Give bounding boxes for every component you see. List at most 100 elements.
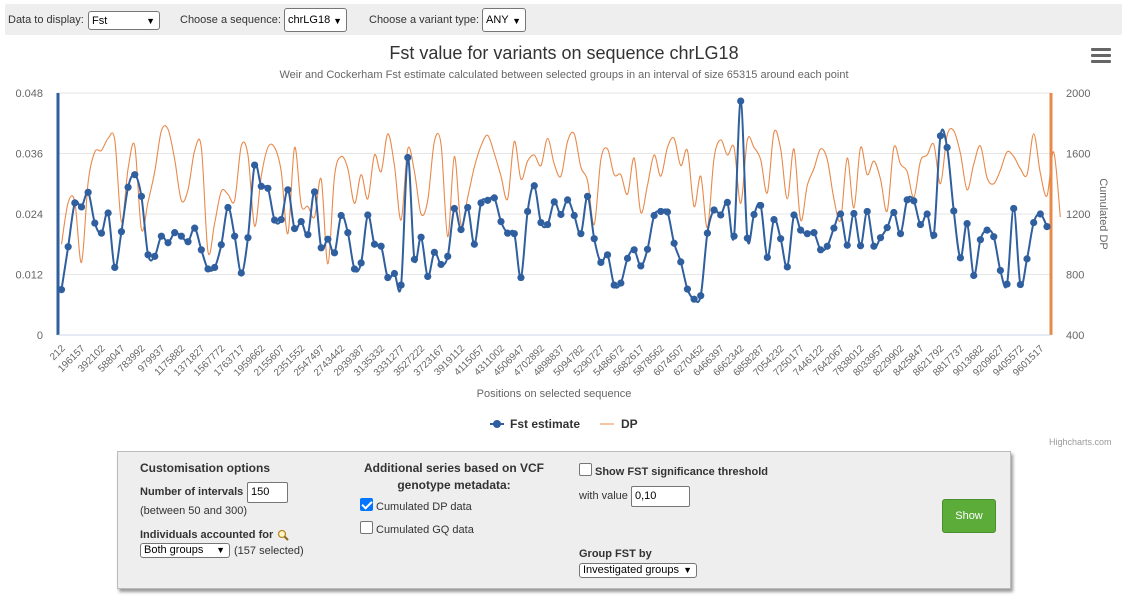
fst-point[interactable] [104,209,112,217]
fst-point[interactable] [417,233,425,241]
fst-point[interactable] [144,251,152,259]
fst-point[interactable] [71,199,79,207]
fst-point[interactable] [863,207,871,216]
fst-point[interactable] [497,217,505,226]
fst-point[interactable] [211,263,219,272]
fst-point[interactable] [590,235,598,243]
fst-point[interactable] [171,229,179,237]
fst-point[interactable] [737,97,745,105]
fst-point[interactable] [91,219,99,227]
fst-point[interactable] [517,273,525,282]
fst-point[interactable] [177,232,185,240]
fst-point[interactable] [244,234,252,242]
magnifier-icon[interactable] [277,529,289,541]
fst-point[interactable] [111,263,119,272]
fst-point[interactable] [543,220,552,229]
fst-point[interactable] [637,262,645,270]
fst-point[interactable] [224,203,232,212]
fst-point[interactable] [703,229,712,237]
dp-checkbox[interactable] [360,498,373,511]
fst-point[interactable] [943,143,951,152]
fst-point[interactable] [57,286,66,294]
fst-point[interactable] [876,234,885,242]
fst-point[interactable] [610,281,618,289]
fst-point[interactable] [284,186,292,194]
fst-point[interactable] [270,216,279,224]
fst-point[interactable] [916,220,925,229]
display-select[interactable]: Fst ▼ [88,11,160,30]
fst-point[interactable] [350,265,359,273]
fst-point[interactable] [1003,280,1011,288]
threshold-checkbox[interactable] [579,463,592,476]
fst-point[interactable] [983,226,991,234]
fst-point[interactable] [923,210,931,218]
fst-point[interactable] [603,251,612,259]
fst-point[interactable] [870,242,878,250]
fst-point[interactable] [330,249,339,257]
fst-point[interactable] [836,210,845,218]
fst-point[interactable] [903,196,911,204]
fst-point[interactable] [370,240,379,248]
fst-point[interactable] [723,198,731,207]
fst-point[interactable] [717,211,725,219]
fst-point[interactable] [930,231,938,239]
fst-point[interactable] [537,218,545,227]
fst-point[interactable] [963,219,971,228]
fst-point[interactable] [237,269,245,277]
fst-point[interactable] [304,231,312,239]
fst-point[interactable] [657,207,665,216]
fst-point[interactable] [1016,280,1024,289]
fst-point[interactable] [817,246,825,254]
fst-point[interactable] [683,285,692,293]
fst-point[interactable] [484,196,492,204]
fst-point[interactable] [344,229,352,237]
fst-point[interactable] [117,228,126,236]
fst-point[interactable] [843,241,851,249]
fst-point[interactable] [277,215,285,224]
fst-point[interactable] [677,258,685,266]
fst-point[interactable] [450,204,458,213]
fst-point[interactable] [424,272,432,281]
fst-point[interactable] [510,230,518,238]
fst-point[interactable] [643,245,652,253]
fst-point[interactable] [457,226,465,234]
fst-point[interactable] [617,279,625,287]
fst-point[interactable] [790,211,798,219]
fst-point[interactable] [783,263,791,271]
fst-point[interactable] [697,292,705,300]
fst-point[interactable] [77,203,86,211]
fst-point[interactable] [504,229,512,237]
fst-point[interactable] [377,242,385,250]
individuals-select[interactable]: Both groups ▼ [140,543,230,558]
fst-point[interactable] [470,240,478,248]
chart-credits[interactable]: Highcharts.com [1049,437,1112,447]
fst-point[interactable] [251,161,259,169]
group-fst-select[interactable]: Investigated groups ▼ [579,563,697,578]
fst-point[interactable] [164,239,172,247]
fst-point[interactable] [763,253,771,261]
fst-point[interactable] [910,197,918,205]
fst-point[interactable] [743,234,751,242]
gq-checkbox[interactable] [360,521,373,534]
fst-point[interactable] [883,224,891,232]
fst-point[interactable] [84,188,92,196]
fst-point[interactable] [690,295,698,303]
fst-point[interactable] [490,194,498,202]
fst-point[interactable] [1043,223,1051,231]
fst-point[interactable] [137,192,146,200]
fst-point[interactable] [583,192,592,200]
fst-point[interactable] [797,226,805,234]
fst-point[interactable] [663,208,672,216]
fst-point[interactable] [364,211,372,219]
fst-point[interactable] [324,235,332,243]
fst-point[interactable] [670,239,678,247]
fst-point[interactable] [856,242,865,250]
legend-dp-label[interactable]: DP [621,417,638,431]
fst-point[interactable] [1036,210,1044,218]
fst-point[interactable] [64,243,72,251]
fst-point[interactable] [990,233,998,241]
fst-point[interactable] [204,265,212,273]
chart-menu-icon[interactable] [1091,48,1111,64]
fst-point[interactable] [337,211,345,220]
fst-point[interactable] [950,207,958,215]
